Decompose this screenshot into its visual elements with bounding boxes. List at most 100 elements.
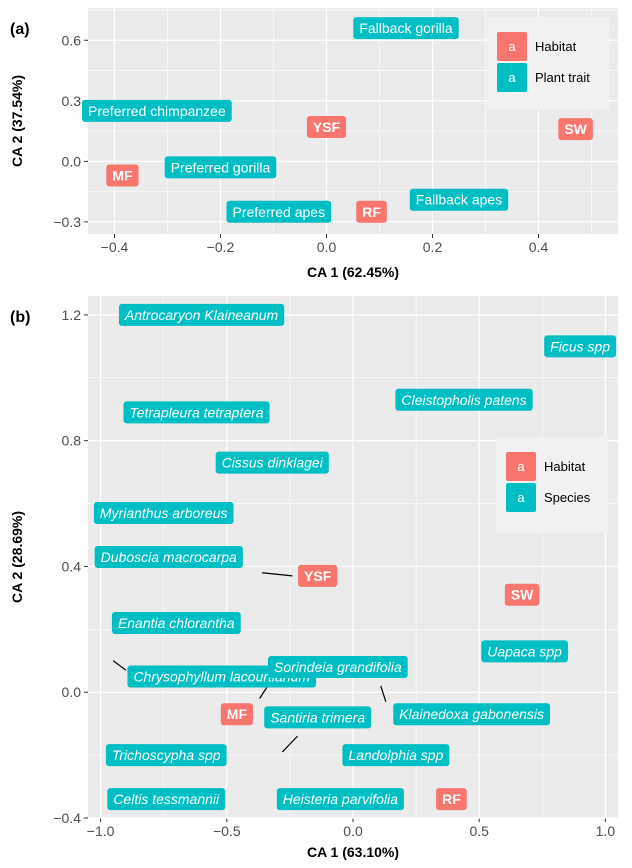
y-tick-label: −0.4 [53,810,81,826]
plant-label-box [268,656,408,679]
plant-label-box [342,744,450,767]
point-label-text: Cissus dinklagei [222,455,324,471]
plant-label-box [93,501,234,524]
legend-key [497,32,527,61]
point-label-text: Sorindeia grandifolia [274,659,402,675]
point-label-text: Preferred chimpanzee [88,103,226,119]
point-label-mf: MF [220,703,254,726]
plant-label-box [395,388,533,411]
point-label-trichoscypha-spp: Trichoscypha spp [105,744,227,767]
plant-label-box [393,703,551,726]
x-tick-label: −0.4 [101,239,129,255]
legend-label: Habitat [544,459,586,474]
plant-label-box [118,303,285,326]
point-label-enantia-chlorantha: Enantia chlorantha [111,612,241,635]
legend-key [506,483,536,512]
plant-label-box [105,744,227,767]
point-label-text: YSF [304,568,332,584]
point-label-cissus-dinklagei: Cissus dinklagei [215,451,329,474]
point-label-text: Enantia chlorantha [118,615,235,631]
point-label-text: Tetrapleura tetraptera [129,404,263,420]
panel-a: −0.4 −0.2 0.0 0.2 0.4 −0.3 0.0 0.3 0.6 Fallback g… [9,8,618,280]
point-label-text: Celtis tessmannii [113,791,220,807]
y-tick-label: 1.2 [62,307,82,323]
y-tick-label: 0.6 [62,32,82,48]
point-label-preferred-gorilla: Preferred gorilla [164,156,277,179]
plant-label-box [226,200,332,223]
point-label-text: Chrysophyllum lacourtianum [133,668,310,684]
point-label-text: Myrianthus arboreus [100,505,228,521]
point-label-text: Fallback apes [416,192,502,208]
point-label-rf: RF [356,200,387,223]
plant-label-box [107,788,226,811]
point-label-sw: SW [504,583,540,606]
habitat-label-box [436,788,467,811]
label-connector-segment [112,660,127,671]
point-label-text: Uapaca spp [487,643,562,659]
habitat-label-box [356,200,387,223]
legend: a Habitat a Plant trait [487,17,609,110]
point-label-text: RF [362,204,381,220]
legend-label: Species [544,490,591,505]
point-label-sorindeia-grandifolia: Sorindeia grandifolia [268,656,408,679]
point-label-text: Antrocaryon Klaineanum [124,307,279,323]
plant-label-box [215,451,329,474]
legend-key [497,63,527,92]
point-label-text: MF [112,167,133,183]
point-label-sw: SW [558,118,593,141]
point-label-text: Santiria trimera [270,709,365,725]
point-label-uapaca-spp: Uapaca spp [481,640,568,663]
legend-item-habitat: a Habitat [497,32,577,61]
point-label-text: YSF [313,119,341,135]
panel-tag: (a) [10,21,30,38]
point-label-text: Heisteria parvifolia [283,791,398,807]
legend-label: Plant trait [535,70,590,85]
point-label-text: Trichoscypha spp [112,747,221,763]
habitat-label-box [220,703,254,726]
point-label-heisteria-parvifolia: Heisteria parvifolia [276,788,404,811]
point-label-myrianthus-arboreus: Myrianthus arboreus [93,501,234,524]
plant-label-box [409,188,509,211]
plant-label-box [544,335,617,358]
point-label-text: Duboscia macrocarpa [101,549,237,565]
point-label-text: Preferred gorilla [171,159,271,175]
point-label-fallback-gorilla: Fallback gorilla [353,17,459,40]
point-label-tetrapleura-tetraptera: Tetrapleura tetraptera [123,401,270,424]
legend-key-glyph: a [508,70,516,85]
plant-label-box [111,612,241,635]
plant-label-box [164,156,277,179]
point-label-santiria-trimera: Santiria trimera [264,706,372,729]
x-tick-label: 0.5 [469,823,489,839]
point-label-mf: MF [106,164,139,187]
legend-key-glyph: a [517,490,525,505]
plant-label-box [123,401,270,424]
point-label-rf: RF [436,788,467,811]
legend-key [506,452,536,481]
point-label-text: SW [564,121,587,137]
x-tick-label: 0.0 [343,823,363,839]
x-axis-title: CA 1 (63.10%) [307,844,399,860]
x-tick-label: 1.0 [596,823,616,839]
point-label-ficus-spp: Ficus spp [544,335,617,358]
habitat-label-box [298,564,338,587]
y-tick-label: 0.3 [62,93,82,109]
x-tick-label: −0.2 [207,239,235,255]
x-tick-label: 0.0 [317,239,337,255]
point-label-ysf: YSF [298,564,338,587]
point-label-text: Preferred apes [232,204,325,220]
x-tick-label: −1.0 [87,823,115,839]
habitat-label-box [106,164,139,187]
legend-item-habitat: a Habitat [506,452,586,481]
point-label-celtis-tessmannii: Celtis tessmannii [107,788,226,811]
x-tick-label: −0.5 [213,823,241,839]
point-label-antrocaryon-klaineanum: Antrocaryon Klaineanum [118,303,285,326]
point-label-duboscia-macrocarpa: Duboscia macrocarpa [94,546,243,568]
point-label-preferred-apes: Preferred apes [226,200,332,223]
habitat-label-box [504,583,540,606]
x-tick-label: 0.4 [529,239,549,255]
legend-key-glyph: a [508,39,516,54]
point-label-preferred-chimpanzee: Preferred chimpanzee [82,99,232,122]
legend-item-species: a Species [506,483,591,512]
point-label-text: Ficus spp [550,338,610,354]
